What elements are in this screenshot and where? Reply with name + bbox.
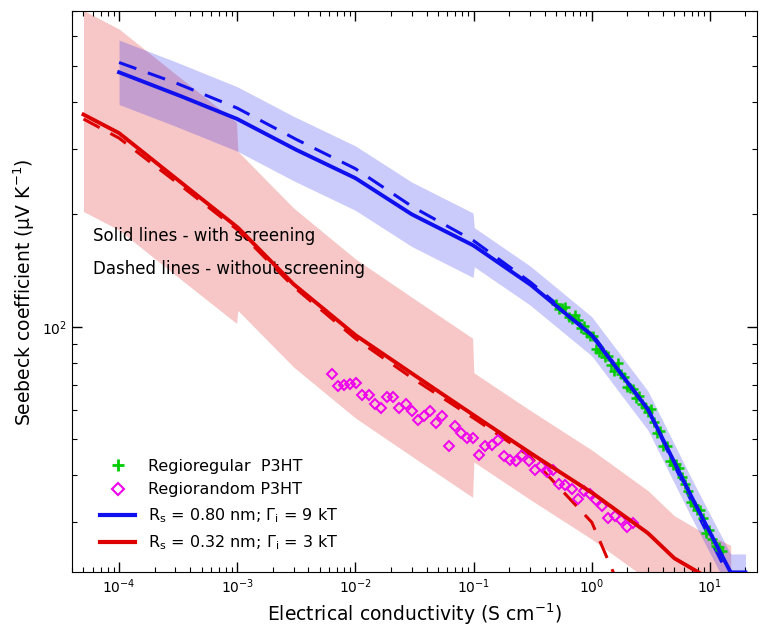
Legend: Regioregular  P3HT, Regiorandom P3HT, R$_\mathrm{s}$ = 0.80 nm; $\Gamma_\mathrm{: Regioregular P3HT, Regiorandom P3HT, R$_… — [94, 452, 345, 559]
X-axis label: Electrical conductivity (S cm$^{-1}$): Electrical conductivity (S cm$^{-1}$) — [267, 602, 562, 627]
Text: Solid lines - with screening: Solid lines - with screening — [93, 226, 315, 244]
Text: Dashed lines - without screening: Dashed lines - without screening — [93, 260, 365, 278]
Y-axis label: Seebeck coefficient (μV K$^{-1}$): Seebeck coefficient (μV K$^{-1}$) — [11, 158, 37, 426]
